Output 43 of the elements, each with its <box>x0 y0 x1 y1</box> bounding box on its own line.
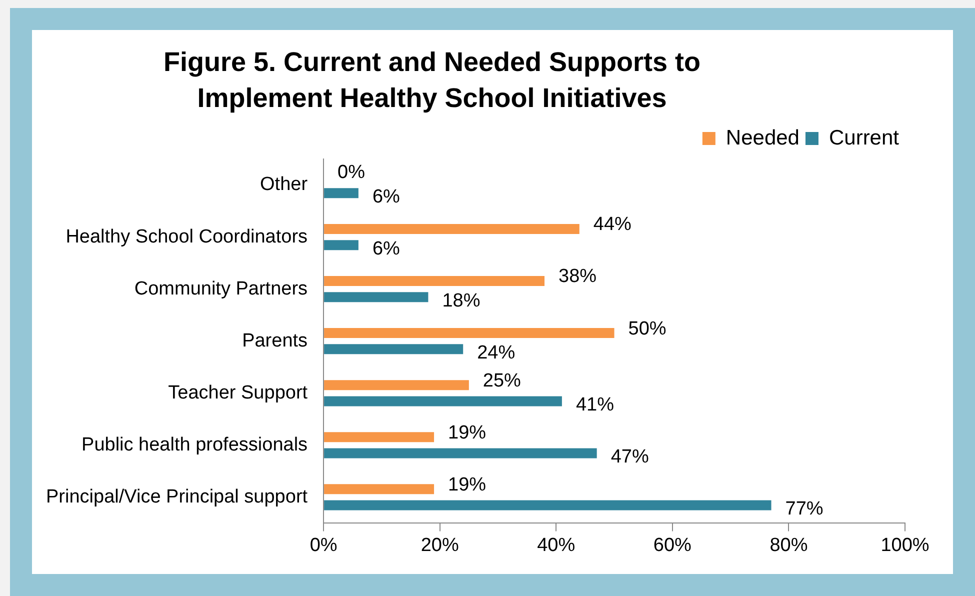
bar <box>324 396 562 406</box>
data-label: 50% <box>628 318 666 340</box>
y-tick-label: Healthy School Coordinators <box>66 226 308 248</box>
data-label: 18% <box>442 290 480 312</box>
data-label: 6% <box>372 238 400 260</box>
x-tick-label: 100% <box>880 534 930 556</box>
data-label: 19% <box>448 474 486 496</box>
bar <box>324 292 428 302</box>
bar <box>324 380 469 390</box>
data-label: 0% <box>338 162 366 184</box>
chart-title: Figure 5. Current and Needed Supports to Implement Healthy School Initiatives <box>162 46 702 115</box>
data-label: 19% <box>448 422 486 444</box>
y-tick-label: Teacher Support <box>168 382 308 404</box>
bar <box>324 344 464 354</box>
data-label: 41% <box>576 394 614 416</box>
bar <box>324 328 614 338</box>
data-label: 47% <box>610 446 649 468</box>
x-tick-label: 0% <box>310 534 338 556</box>
data-label: 24% <box>477 342 516 364</box>
bar <box>324 240 358 250</box>
y-tick-label: Principal/Vice Principal support <box>46 486 308 508</box>
data-label: 25% <box>482 370 522 392</box>
data-label: 6% <box>372 186 400 208</box>
data-label: 77% <box>785 498 824 520</box>
legend-label: Needed <box>726 126 800 150</box>
x-tick-label: 20% <box>420 534 459 556</box>
y-tick-label: Public health professionals <box>82 434 308 456</box>
bar <box>324 188 358 198</box>
bar <box>324 432 434 442</box>
bar <box>324 224 580 234</box>
x-tick-label: 60% <box>653 534 692 556</box>
data-label: 38% <box>558 266 597 288</box>
legend-label: Current <box>828 126 900 150</box>
y-tick-label: Community Partners <box>134 278 308 300</box>
bar <box>324 484 434 494</box>
y-tick-label: Parents <box>242 330 308 352</box>
bar <box>324 500 772 510</box>
x-tick-label: 40% <box>537 534 576 556</box>
bar <box>324 276 545 286</box>
bar <box>324 448 597 458</box>
x-tick-label: 80% <box>770 534 808 556</box>
data-label: 44% <box>593 214 632 236</box>
y-tick-label: Other <box>260 174 308 196</box>
